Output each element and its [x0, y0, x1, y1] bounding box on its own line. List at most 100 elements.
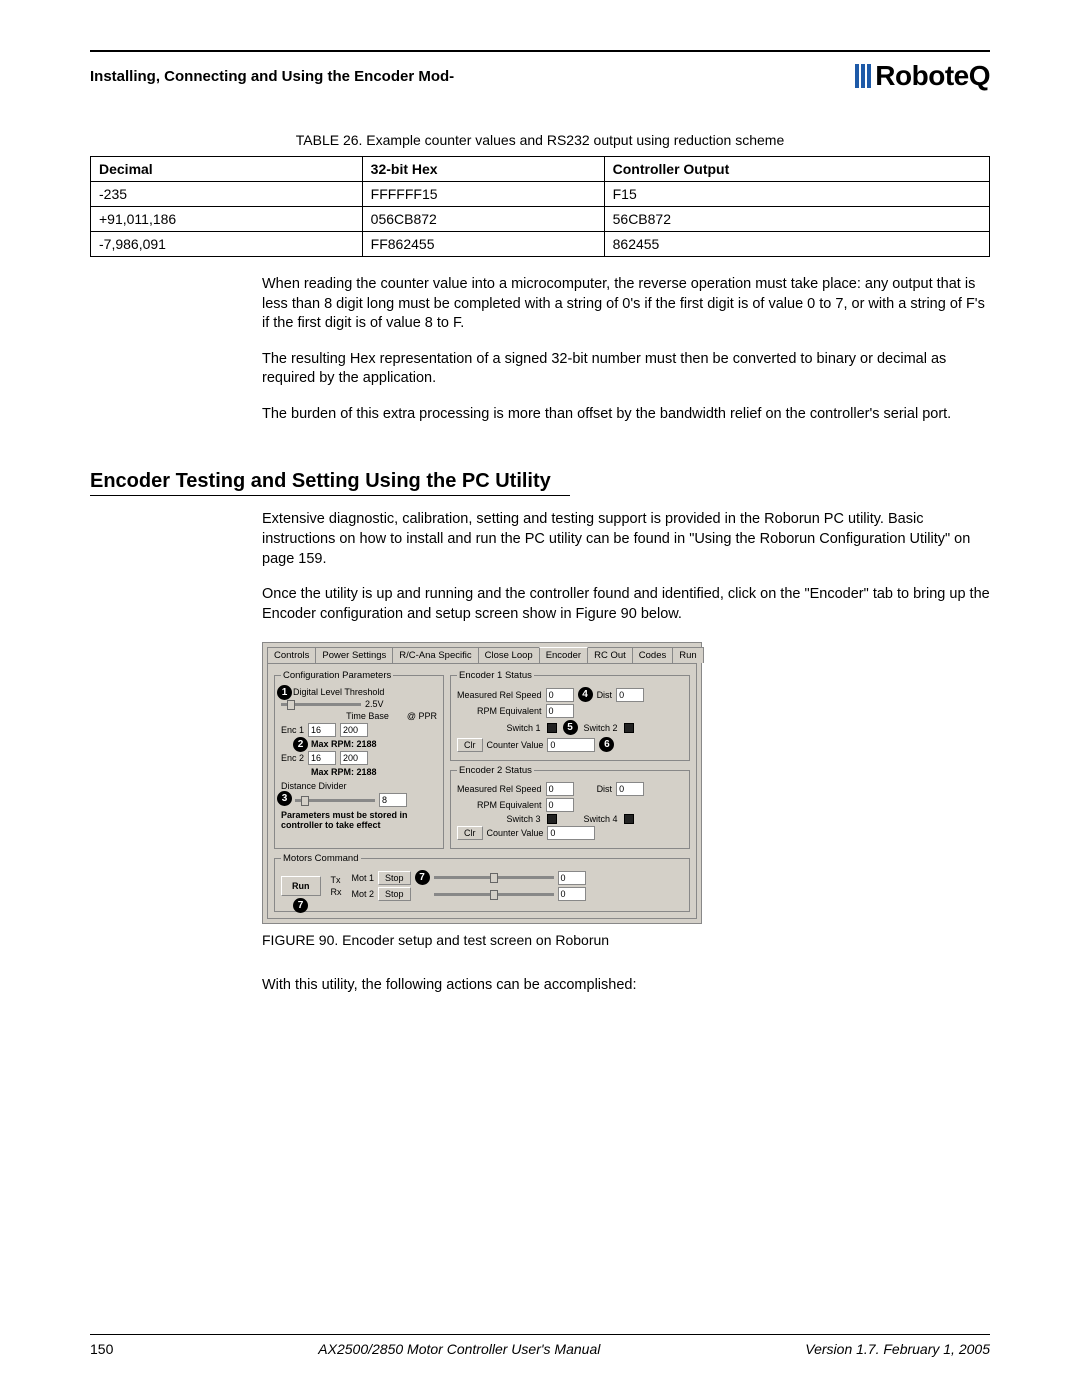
paragraph: The resulting Hex representation of a si… [262, 350, 990, 389]
counter-value: 0 [547, 738, 595, 752]
table-caption: TABLE 26. Example counter values and RS2… [90, 132, 990, 148]
speed-value: 0 [546, 782, 574, 796]
callout-1: 1 [277, 685, 292, 700]
sw4-led-icon [624, 814, 634, 824]
footer-version: Version 1.7. February 1, 2005 [805, 1341, 990, 1357]
dist-value: 0 [616, 782, 644, 796]
sw1-led-icon [547, 723, 557, 733]
tab-power[interactable]: Power Settings [315, 647, 393, 663]
rpm-value: 0 [546, 704, 574, 718]
dist-value: 0 [616, 688, 644, 702]
mot2-slider[interactable] [434, 893, 554, 896]
col-header: 32-bit Hex [362, 157, 604, 182]
paragraph: Extensive diagnostic, calibration, setti… [262, 510, 990, 569]
paragraph: With this utility, the following actions… [262, 976, 990, 996]
counter-label: Counter Value [487, 828, 544, 838]
figure-caption: FIGURE 90. Encoder setup and test screen… [262, 932, 990, 948]
speed-value: 0 [546, 688, 574, 702]
encoder1-status-group: Encoder 1 Status Measured Rel Speed 0 4 … [450, 670, 690, 761]
enc2-ppr-input[interactable]: 200 [340, 751, 368, 765]
sw4-label: Switch 4 [584, 814, 618, 824]
tab-encoder[interactable]: Encoder [539, 647, 588, 663]
sw1-label: Switch 1 [506, 723, 540, 733]
stop2-button[interactable]: Stop [378, 887, 411, 901]
enc2-maxrpm: Max RPM: 2188 [311, 767, 377, 777]
table-row: -235 FFFFFF15 F15 [91, 182, 990, 207]
threshold-label: Digital Level Threshold [293, 687, 384, 697]
sw2-led-icon [624, 723, 634, 733]
dist-label: Dist [597, 784, 613, 794]
logo-bars-icon [855, 64, 873, 88]
sw3-label: Switch 3 [506, 814, 540, 824]
config-parameters-group: Configuration Parameters 1 Digital Level… [274, 670, 444, 849]
mot2-label: Mot 2 [352, 889, 375, 899]
enc1-timebase-input[interactable]: 16 [308, 723, 336, 737]
paragraph: Once the utility is up and running and t… [262, 585, 990, 624]
tab-codes[interactable]: Codes [632, 647, 673, 663]
threshold-value: 2.5V [365, 699, 384, 709]
section-heading: Encoder Testing and Setting Using the PC… [90, 470, 570, 496]
callout-3: 3 [277, 791, 292, 806]
enc1-ppr-input[interactable]: 200 [340, 723, 368, 737]
col-header: Controller Output [604, 157, 989, 182]
speed-label: Measured Rel Speed [457, 690, 542, 700]
callout-6: 6 [599, 737, 614, 752]
encoder2-status-group: Encoder 2 Status Measured Rel Speed 0 Di… [450, 765, 690, 849]
tx-label: Tx [331, 875, 342, 885]
callout-7a: 7 [415, 870, 430, 885]
divider-slider[interactable] [295, 799, 375, 802]
page-number: 150 [90, 1341, 113, 1357]
status1-legend: Encoder 1 Status [457, 670, 534, 681]
divider-label: Distance Divider [281, 781, 347, 791]
counter-value: 0 [547, 826, 595, 840]
data-table: Decimal 32-bit Hex Controller Output -23… [90, 156, 990, 257]
tab-rcout[interactable]: RC Out [587, 647, 633, 663]
tab-controls[interactable]: Controls [267, 647, 316, 663]
paragraph: When reading the counter value into a mi… [262, 275, 990, 334]
rpm-label: RPM Equivalent [477, 706, 542, 716]
run-button[interactable]: Run [281, 876, 321, 896]
logo-text: RoboteQ [875, 60, 990, 92]
page-header: Installing, Connecting and Using the Enc… [90, 60, 990, 92]
rpm-value: 0 [546, 798, 574, 812]
mot1-value: 0 [558, 871, 586, 885]
motors-command-group: Motors Command Run Tx Rx Mot 1 Stop 7 [274, 853, 690, 912]
rx-label: Rx [331, 887, 342, 897]
logo: RoboteQ [855, 60, 990, 92]
sw3-led-icon [547, 814, 557, 824]
dist-label: Dist [597, 690, 613, 700]
sw2-label: Switch 2 [584, 723, 618, 733]
enc1-maxrpm: Max RPM: 2188 [311, 739, 377, 749]
config-legend: Configuration Parameters [281, 670, 393, 681]
page-footer: 150 AX2500/2850 Motor Controller User's … [90, 1334, 990, 1357]
clr-button[interactable]: Clr [457, 826, 483, 840]
ppr-label: @ PPR [407, 711, 437, 721]
mot1-slider[interactable] [434, 876, 554, 879]
callout-4: 4 [578, 687, 593, 702]
roborun-window: Controls Power Settings R/C-Ana Specific… [262, 642, 702, 924]
footer-title: AX2500/2850 Motor Controller User's Manu… [318, 1341, 600, 1357]
paragraph: The burden of this extra processing is m… [262, 405, 990, 425]
stop1-button[interactable]: Stop [378, 871, 411, 885]
tab-bar: Controls Power Settings R/C-Ana Specific… [263, 643, 701, 663]
param-note: Parameters must be stored in controller … [281, 811, 437, 831]
tab-run[interactable]: Run [672, 647, 703, 663]
enc1-label: Enc 1 [281, 725, 304, 735]
speed-label: Measured Rel Speed [457, 784, 542, 794]
enc2-timebase-input[interactable]: 16 [308, 751, 336, 765]
callout-5: 5 [563, 720, 578, 735]
col-header: Decimal [91, 157, 363, 182]
status2-legend: Encoder 2 Status [457, 765, 534, 776]
section-title: Installing, Connecting and Using the Enc… [90, 68, 454, 85]
table-row: -7,986,091 FF862455 862455 [91, 232, 990, 257]
motors-legend: Motors Command [281, 853, 361, 864]
timebase-label: Time Base [346, 711, 389, 721]
callout-7b: 7 [293, 898, 308, 913]
divider-input[interactable]: 8 [379, 793, 407, 807]
rpm-label: RPM Equivalent [477, 800, 542, 810]
clr-button[interactable]: Clr [457, 738, 483, 752]
mot2-value: 0 [558, 887, 586, 901]
tab-rc-ana[interactable]: R/C-Ana Specific [392, 647, 478, 663]
tab-close-loop[interactable]: Close Loop [478, 647, 540, 663]
threshold-slider[interactable] [281, 703, 361, 706]
